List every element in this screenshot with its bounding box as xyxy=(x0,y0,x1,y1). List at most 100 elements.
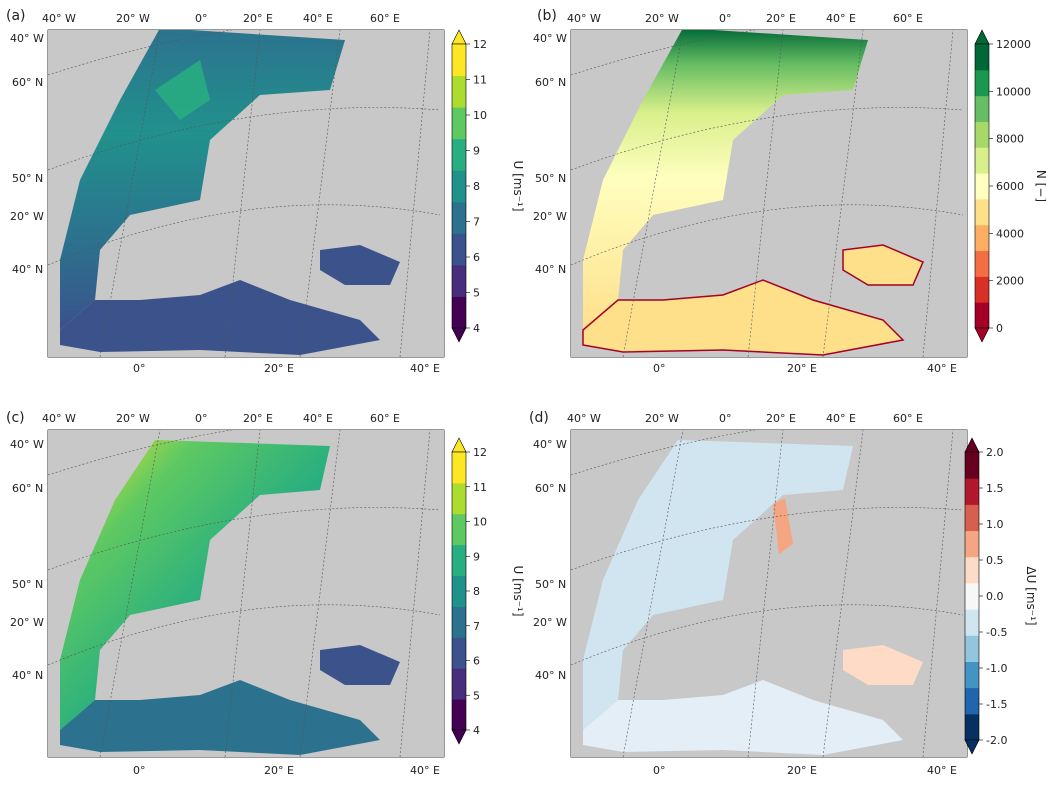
colorbar-segment xyxy=(452,201,466,234)
colorbar-tick-label: 8000 xyxy=(996,133,1024,146)
colorbar-segment xyxy=(452,544,466,577)
lat-label: 40° N xyxy=(12,263,43,276)
colorbar-tick-label: 8 xyxy=(473,180,480,193)
lon-label: 60° E xyxy=(893,12,923,25)
lat-label: 60° N xyxy=(12,76,43,89)
lat-label: 50° N xyxy=(12,172,43,185)
top-lon-labels: 40° W 20° W 0° 20° E 40° E 60° E xyxy=(42,412,400,425)
colorbar-segment xyxy=(965,582,979,610)
lat-label: 50° N xyxy=(535,578,566,591)
colorbar-tick-label: 9 xyxy=(473,550,480,563)
lat-label: 40° W xyxy=(533,438,567,451)
baltic-increase xyxy=(773,498,793,554)
panel-c: (c) 40° W 20° W 0° 20° E 40° E 60° E 40°… xyxy=(0,394,525,788)
colorbar-tick-label: 2.0 xyxy=(986,446,1004,459)
left-lat-labels: 40° W 60° N 50° N 20° W 40° N xyxy=(10,438,44,682)
lon-label: 40° E xyxy=(927,764,957,777)
colorbar-tick-label: 1.0 xyxy=(986,518,1004,531)
colorbar-segment xyxy=(965,687,979,715)
atlantic-sea-domain xyxy=(583,440,853,730)
colorbar-segment xyxy=(452,233,466,266)
lon-label: 20° W xyxy=(645,412,679,425)
top-lon-labels: 40° W 20° W 0° 20° E 40° E 60° E xyxy=(42,12,400,25)
colorbar-tick-label: 0 xyxy=(996,322,1003,335)
colorbar-extend-max xyxy=(974,29,990,45)
lon-label: 0° xyxy=(133,764,146,777)
colorbar-segment xyxy=(965,452,979,479)
colorbar-tick-label: 7 xyxy=(473,620,480,633)
colorbar-segment xyxy=(452,44,466,77)
lat-label: 50° N xyxy=(535,172,566,185)
lon-label: 40° E xyxy=(410,362,440,375)
colorbar-tick-label: 4 xyxy=(473,724,480,737)
colorbar-segment xyxy=(975,276,989,303)
colorbar-segment xyxy=(965,478,979,505)
mediterranean-sea xyxy=(60,280,380,355)
colorbar-segment xyxy=(975,302,989,329)
colorbar-segment xyxy=(452,264,466,297)
bottom-lon-labels: 0° 20° E 40° E xyxy=(653,362,957,375)
colorbar-segment xyxy=(452,107,466,140)
colorbar-tick-label: 0.5 xyxy=(986,554,1004,567)
lon-label: 20° E xyxy=(243,412,273,425)
colorbar-segment xyxy=(975,147,989,174)
lon-label: 40° E xyxy=(303,12,333,25)
colorbar-segment xyxy=(975,198,989,226)
map-c: (c) 40° W 20° W 0° 20° E 40° E 60° E 40°… xyxy=(6,410,525,777)
north-sea-high xyxy=(155,60,210,120)
colorbar-tick-label: 7 xyxy=(473,216,480,229)
colorbar-segment xyxy=(975,250,989,277)
lon-label: 20° E xyxy=(787,362,817,375)
lon-label: 0° xyxy=(195,412,208,425)
colorbar-tick-label: 12 xyxy=(473,38,487,51)
colorbar-segment xyxy=(975,173,989,200)
colorbar-extend-max xyxy=(451,29,467,45)
colorbar-tick-label: -2.0 xyxy=(986,734,1007,747)
lon-label: 0° xyxy=(719,412,732,425)
colorbar-tick-label: 11 xyxy=(473,74,487,87)
colorbar-tick-label: 0.0 xyxy=(986,590,1004,603)
black-sea xyxy=(843,645,923,685)
lon-label: 20° W xyxy=(645,12,679,25)
lat-label: 40° N xyxy=(535,263,566,276)
colorbar-tick-label: 6 xyxy=(473,655,480,668)
colorbar-tick-label: 1.5 xyxy=(986,482,1004,495)
lon-label: 20° W xyxy=(116,412,150,425)
mediterranean-sea xyxy=(60,680,380,755)
black-sea xyxy=(320,645,400,685)
colorbar-tick-label: -1.0 xyxy=(986,662,1007,675)
colorbar-segment xyxy=(965,609,979,636)
left-lat-labels: 40° W 60° N 50° N 20° W 40° N xyxy=(533,438,567,682)
panel-a: (a) 40° W 20° W 0° 20° E 40° E 60° E 40°… xyxy=(0,0,525,394)
lon-label: 40° E xyxy=(927,362,957,375)
map-b: (b) 40° W 20° W 0° 20° E 40° E 60° E 40°… xyxy=(533,8,1046,375)
colorbar-tick-label: -1.5 xyxy=(986,698,1007,711)
colorbar-segment xyxy=(965,530,979,558)
colorbar-tick-label: 6 xyxy=(473,251,480,264)
colorbar-tick-label: 12 xyxy=(473,446,487,459)
top-lon-labels: 40° W 20° W 0° 20° E 40° E 60° E xyxy=(567,12,923,25)
lat-label: 40° W xyxy=(10,438,44,451)
panel-label: (b) xyxy=(537,8,557,24)
colorbar-extend-min xyxy=(964,739,980,755)
lon-label: 20° W xyxy=(116,12,150,25)
colorbar-segment xyxy=(452,296,466,329)
bottom-lon-labels: 0° 20° E 40° E xyxy=(653,764,957,777)
lat-label: 50° N xyxy=(12,578,43,591)
lon-label: 0° xyxy=(653,362,666,375)
colorbar: 4 5 6 7 8 9 10 11 12 U [ms⁻¹] xyxy=(451,437,525,745)
lon-label: 20° E xyxy=(766,12,796,25)
graticule xyxy=(571,430,964,757)
lat-label: 40° W xyxy=(533,32,567,45)
colorbar-segment xyxy=(975,95,989,122)
lon-label: 40° W xyxy=(42,412,76,425)
colorbar-segment xyxy=(452,170,466,203)
lat-label: 20° W xyxy=(10,616,44,629)
colorbar-tick-label: 4000 xyxy=(996,227,1024,240)
colorbar-extend-min xyxy=(451,729,467,745)
colorbar-tick-label: 11 xyxy=(473,481,487,494)
black-sea xyxy=(842,244,924,286)
left-lat-labels: 40° W 60° N 50° N 20° W 40° N xyxy=(533,32,567,276)
lon-label: 20° E xyxy=(264,764,294,777)
lon-label: 60° E xyxy=(893,412,923,425)
